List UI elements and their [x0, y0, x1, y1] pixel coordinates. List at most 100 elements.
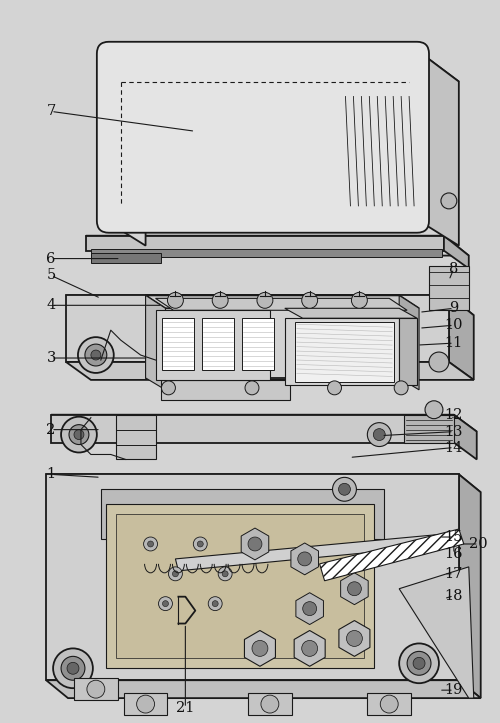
Polygon shape — [162, 318, 194, 370]
Circle shape — [425, 401, 443, 419]
Polygon shape — [399, 296, 419, 390]
Circle shape — [302, 602, 316, 615]
Polygon shape — [368, 693, 411, 715]
Polygon shape — [106, 52, 459, 82]
Circle shape — [61, 656, 85, 680]
Polygon shape — [449, 296, 474, 380]
Circle shape — [328, 381, 342, 395]
Circle shape — [218, 567, 232, 581]
Polygon shape — [101, 489, 384, 539]
Circle shape — [162, 601, 168, 607]
Polygon shape — [202, 318, 234, 370]
Circle shape — [85, 344, 107, 366]
Circle shape — [298, 552, 312, 566]
Text: 17: 17 — [444, 567, 463, 581]
Text: 1: 1 — [46, 467, 56, 482]
Text: 19: 19 — [444, 683, 463, 697]
FancyBboxPatch shape — [97, 42, 429, 233]
Circle shape — [261, 695, 279, 713]
Circle shape — [158, 596, 172, 611]
Polygon shape — [74, 678, 118, 700]
Circle shape — [144, 537, 158, 551]
Circle shape — [87, 680, 105, 698]
Circle shape — [194, 537, 207, 551]
Polygon shape — [295, 322, 394, 382]
Circle shape — [172, 571, 178, 577]
Text: 11: 11 — [444, 336, 463, 350]
Circle shape — [212, 601, 218, 607]
Circle shape — [69, 424, 89, 445]
Polygon shape — [46, 474, 480, 492]
Polygon shape — [242, 318, 274, 370]
Circle shape — [136, 695, 154, 713]
Polygon shape — [444, 236, 469, 268]
Polygon shape — [116, 415, 156, 459]
Circle shape — [252, 641, 268, 656]
Text: 12: 12 — [444, 408, 463, 422]
Circle shape — [248, 537, 262, 551]
Circle shape — [399, 643, 439, 683]
Polygon shape — [51, 415, 454, 442]
Polygon shape — [160, 380, 290, 400]
Circle shape — [352, 292, 368, 308]
Polygon shape — [46, 474, 459, 680]
Circle shape — [245, 381, 259, 395]
Polygon shape — [106, 52, 146, 246]
Polygon shape — [404, 415, 454, 442]
Polygon shape — [86, 236, 444, 251]
Text: 21: 21 — [176, 701, 195, 715]
Circle shape — [198, 541, 203, 547]
Polygon shape — [66, 296, 449, 362]
Polygon shape — [419, 52, 459, 246]
Text: 7: 7 — [46, 104, 56, 119]
Text: 18: 18 — [444, 589, 463, 603]
Polygon shape — [46, 680, 480, 698]
Polygon shape — [454, 415, 476, 459]
Polygon shape — [248, 693, 292, 715]
Text: 5: 5 — [46, 268, 56, 283]
Circle shape — [61, 416, 97, 453]
Circle shape — [148, 541, 154, 547]
Circle shape — [162, 381, 175, 395]
Text: 2: 2 — [46, 423, 56, 437]
Polygon shape — [429, 265, 469, 310]
Polygon shape — [51, 415, 476, 432]
Polygon shape — [91, 249, 442, 257]
Text: 10: 10 — [444, 318, 463, 332]
Polygon shape — [86, 236, 469, 256]
Circle shape — [78, 337, 114, 373]
Polygon shape — [146, 296, 166, 390]
Polygon shape — [66, 362, 474, 380]
Circle shape — [208, 596, 222, 611]
Circle shape — [368, 423, 391, 447]
Circle shape — [429, 352, 449, 372]
Polygon shape — [285, 308, 417, 318]
Circle shape — [222, 571, 228, 577]
Circle shape — [441, 193, 457, 209]
Circle shape — [374, 429, 385, 440]
Circle shape — [302, 641, 318, 656]
Circle shape — [407, 651, 431, 675]
Polygon shape — [156, 310, 270, 380]
Polygon shape — [91, 252, 160, 262]
Text: 14: 14 — [444, 440, 463, 455]
Polygon shape — [124, 693, 168, 715]
Circle shape — [67, 662, 79, 675]
Polygon shape — [459, 474, 480, 698]
Circle shape — [257, 292, 273, 308]
Text: 4: 4 — [46, 299, 56, 312]
Circle shape — [413, 657, 425, 669]
Polygon shape — [399, 567, 474, 698]
Text: 3: 3 — [46, 351, 56, 365]
Polygon shape — [106, 52, 419, 221]
Polygon shape — [146, 296, 399, 378]
Polygon shape — [156, 299, 407, 310]
Polygon shape — [66, 296, 474, 315]
Circle shape — [346, 630, 362, 646]
Circle shape — [332, 477, 356, 501]
Polygon shape — [320, 529, 464, 581]
Polygon shape — [116, 514, 364, 659]
Text: 8: 8 — [449, 262, 458, 275]
Circle shape — [302, 292, 318, 308]
Circle shape — [380, 695, 398, 713]
